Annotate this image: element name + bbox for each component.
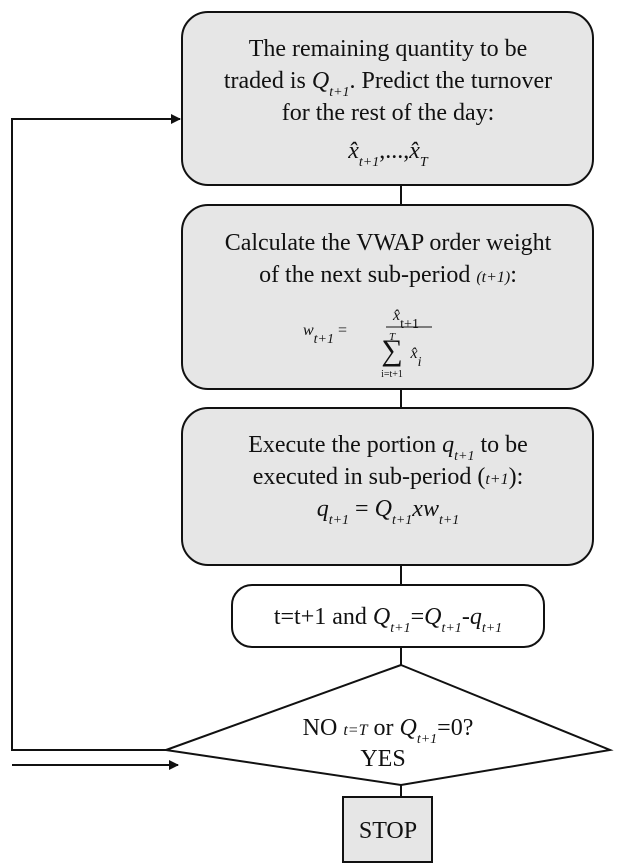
text: t+1 bbox=[439, 513, 459, 528]
text: or bbox=[367, 715, 399, 741]
node-text: of the next sub-period (t+1): bbox=[259, 262, 517, 288]
text: t+1 bbox=[400, 317, 419, 332]
process-box bbox=[181, 11, 594, 186]
stop-box bbox=[342, 796, 433, 863]
text: t+1 bbox=[392, 513, 412, 528]
node-text: Calculate the VWAP order weight bbox=[225, 230, 552, 256]
node-text: x̂t+1,...,x̂T bbox=[347, 138, 429, 170]
text: t=T bbox=[343, 722, 368, 739]
text: ): bbox=[509, 464, 524, 490]
text: q bbox=[317, 496, 329, 522]
text: t+1 bbox=[314, 332, 334, 347]
node-text: The remaining quantity to be bbox=[249, 36, 528, 62]
decision-text: NO t=T or Qt+1=0? bbox=[303, 715, 474, 747]
text: q bbox=[470, 604, 482, 630]
text: t+1 bbox=[390, 621, 410, 636]
process-box bbox=[231, 584, 545, 648]
formula: x̂t+1 bbox=[392, 307, 419, 332]
text: t+1 bbox=[482, 621, 502, 636]
loop-arrow bbox=[11, 114, 181, 751]
text: NO bbox=[303, 715, 344, 741]
text: x bbox=[411, 496, 423, 522]
decision-text: YES bbox=[360, 746, 405, 772]
text: t+1 bbox=[329, 85, 349, 100]
text: Calculate the VWAP order weight bbox=[225, 230, 552, 256]
text: x̂ bbox=[392, 307, 400, 324]
text: w bbox=[423, 496, 439, 522]
text: q bbox=[442, 432, 454, 458]
text: ∑ bbox=[381, 334, 402, 367]
text: executed in sub-period ( bbox=[253, 464, 486, 490]
formula: wt+1 = bbox=[303, 322, 347, 347]
text: Q bbox=[424, 604, 441, 630]
node-text: for the rest of the day: bbox=[282, 100, 495, 126]
text: t+1 bbox=[441, 621, 461, 636]
text: - bbox=[462, 604, 470, 630]
text: x̂ bbox=[410, 345, 418, 362]
text: i bbox=[418, 355, 422, 370]
text: : bbox=[510, 262, 517, 288]
node-text: qt+1 = Qt+1xwt+1 bbox=[317, 496, 460, 528]
text: = bbox=[411, 604, 425, 630]
stop-label: STOP bbox=[359, 818, 417, 844]
text: =0? bbox=[437, 715, 473, 741]
text: t+1 bbox=[417, 732, 437, 747]
text: Q bbox=[375, 496, 392, 522]
text: T bbox=[389, 331, 396, 343]
process-box bbox=[181, 204, 594, 390]
text: T bbox=[420, 155, 429, 170]
formula: x̂i bbox=[410, 345, 422, 370]
text: ,..., bbox=[379, 138, 409, 164]
text: t+1 bbox=[359, 155, 379, 170]
node-text: Execute the portion qt+1 to be bbox=[248, 432, 528, 464]
node-text: executed in sub-period (t+1): bbox=[253, 464, 524, 490]
text: of the next sub-period bbox=[259, 262, 476, 288]
node-text: t=t+1 and Qt+1=Qt+1-qt+1 bbox=[274, 604, 502, 636]
text: Q bbox=[399, 715, 416, 741]
process-box bbox=[181, 407, 594, 566]
node-text: traded is Qt+1. Predict the turnover bbox=[224, 68, 552, 100]
text: Q bbox=[312, 68, 329, 94]
text: = bbox=[349, 496, 375, 522]
text: for the rest of the day: bbox=[282, 100, 495, 126]
text: . Predict the turnover bbox=[350, 68, 553, 94]
text: Q bbox=[373, 604, 390, 630]
text: w bbox=[303, 322, 314, 339]
text: t+1 bbox=[485, 471, 508, 488]
text: t+1 bbox=[329, 513, 349, 528]
text: t=t+1 and bbox=[274, 604, 373, 630]
text: (t+1) bbox=[476, 269, 510, 286]
text: = bbox=[334, 322, 347, 339]
text: traded is bbox=[224, 68, 312, 94]
text: x̂ bbox=[347, 138, 359, 164]
text: to be bbox=[474, 432, 527, 458]
text: i=t+1 bbox=[381, 369, 403, 380]
text: The remaining quantity to be bbox=[249, 36, 528, 62]
text: x̂ bbox=[408, 138, 420, 164]
text: Execute the portion bbox=[248, 432, 442, 458]
text: t+1 bbox=[454, 449, 474, 464]
decision-diamond bbox=[165, 663, 614, 787]
